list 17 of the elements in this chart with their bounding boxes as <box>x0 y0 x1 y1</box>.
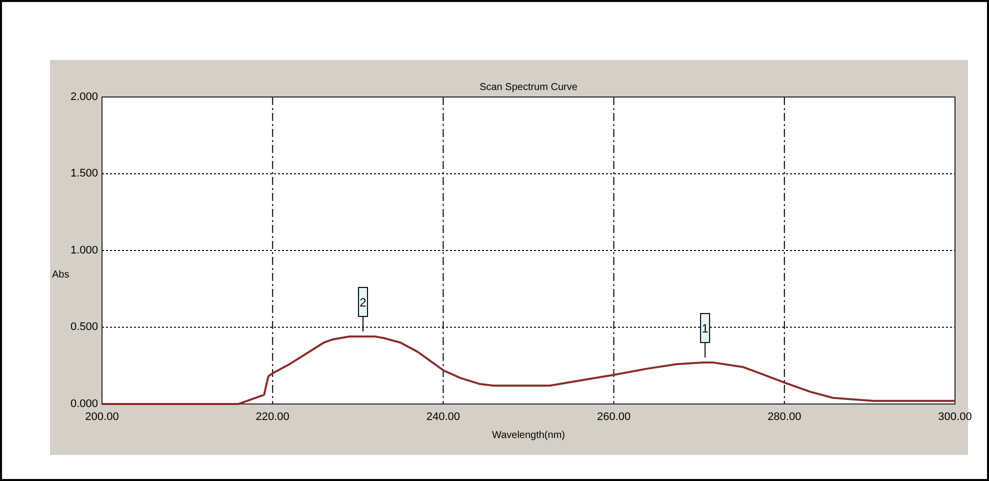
x-axis-title: Wavelength(nm) <box>492 430 565 441</box>
y-tick-label: 1.000 <box>70 244 98 256</box>
line-series <box>101 335 956 405</box>
x-tick-label: 280.00 <box>768 411 802 423</box>
annotation: 1 <box>702 322 709 336</box>
x-tick-label: 240.00 <box>426 411 460 423</box>
x-tick-label: 220.00 <box>256 411 290 423</box>
x-tick-label: 200.00 <box>85 411 119 423</box>
y-tick-label: 1.500 <box>70 168 98 180</box>
annotation: 2 <box>360 295 367 310</box>
chart-title: Scan Spectrum Curve <box>480 82 578 93</box>
x-tick-label: 260.00 <box>596 411 631 423</box>
x-tick-label: 300.00 <box>938 411 972 423</box>
y-tick-label: 0.500 <box>70 321 98 334</box>
y-tick-label: 2.000 <box>70 90 98 103</box>
y-axis-title: Abs <box>52 270 70 281</box>
y-tick-label: 0.000 <box>70 398 98 410</box>
